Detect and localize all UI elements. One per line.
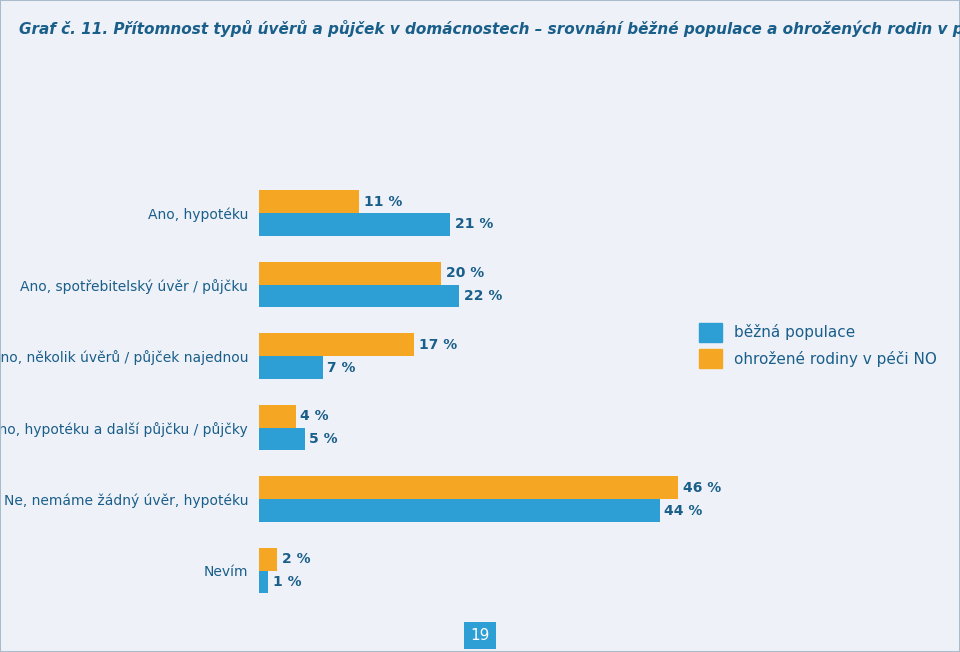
Bar <box>259 333 414 356</box>
Text: 4 %: 4 % <box>300 409 328 423</box>
Bar <box>259 428 304 451</box>
Text: 20 %: 20 % <box>445 266 484 280</box>
Bar <box>259 213 450 236</box>
Bar <box>259 190 359 213</box>
Legend: běžná populace, ohrožené rodiny v péči NO: běžná populace, ohrožené rodiny v péči N… <box>699 323 937 368</box>
Text: 46 %: 46 % <box>683 481 721 495</box>
Bar <box>259 356 323 379</box>
Text: Graf č. 11. Přítomnost typů úvěrů a půjček v domácnostech – srovnání běžné popul: Graf č. 11. Přítomnost typů úvěrů a půjč… <box>19 20 960 37</box>
Bar <box>259 570 268 593</box>
Bar <box>259 476 678 499</box>
Text: 5 %: 5 % <box>309 432 338 446</box>
Text: 7 %: 7 % <box>327 361 356 374</box>
Text: 11 %: 11 % <box>364 194 402 209</box>
Bar <box>259 284 460 308</box>
Bar <box>259 499 660 522</box>
Text: 22 %: 22 % <box>464 289 502 303</box>
Text: 17 %: 17 % <box>419 338 457 351</box>
Bar <box>259 261 442 284</box>
Text: 19: 19 <box>470 628 490 644</box>
Text: 21 %: 21 % <box>455 218 493 231</box>
Text: 2 %: 2 % <box>282 552 311 566</box>
Bar <box>259 548 277 570</box>
Text: 1 %: 1 % <box>273 575 301 589</box>
Text: 44 %: 44 % <box>664 503 703 518</box>
Bar <box>259 405 296 428</box>
